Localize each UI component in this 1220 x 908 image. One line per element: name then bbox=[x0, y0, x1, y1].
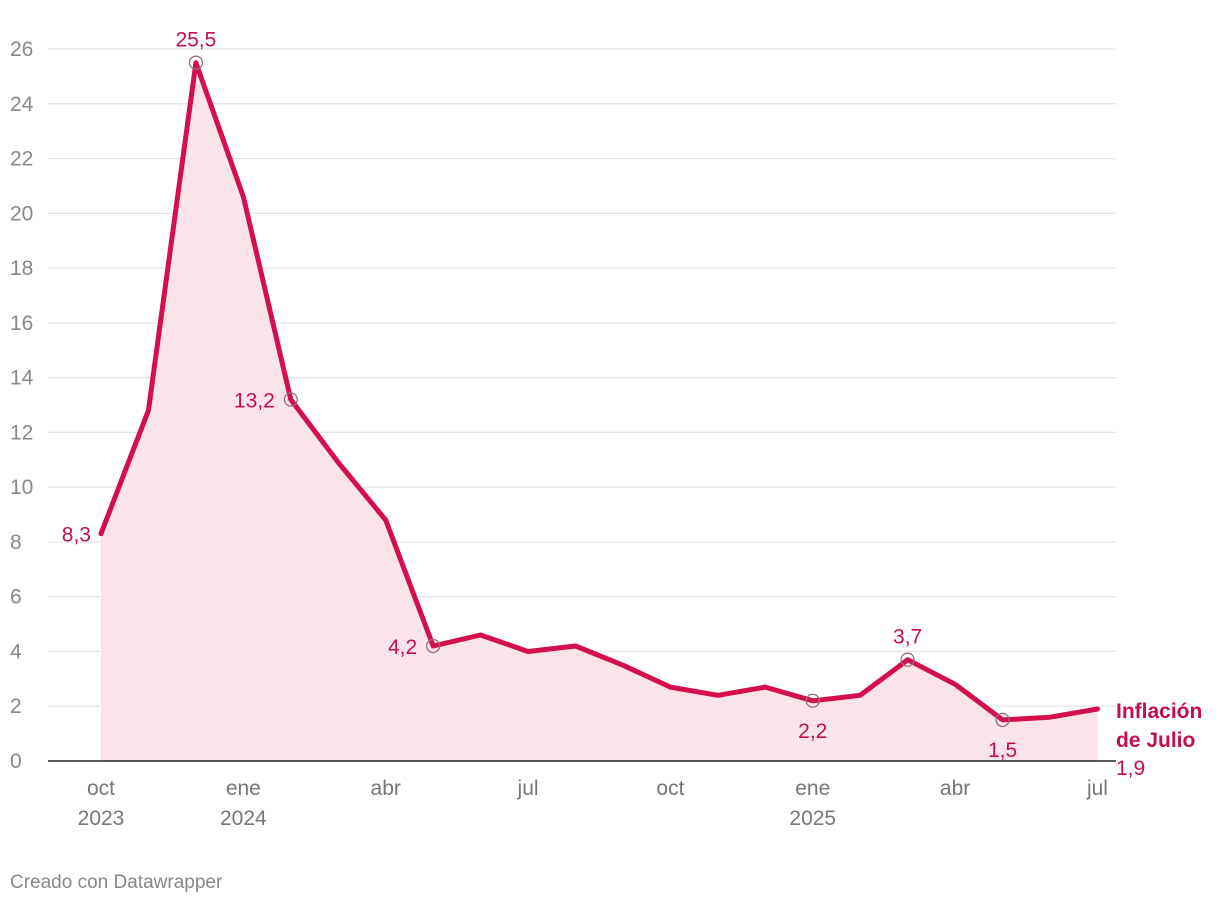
data-point-marker bbox=[900, 652, 915, 667]
data-label: 13,2 bbox=[234, 390, 275, 413]
x-tick-year: 2024 bbox=[220, 807, 267, 830]
data-point-marker bbox=[188, 55, 204, 70]
x-tick-year: 2025 bbox=[789, 807, 836, 830]
data-label: 25,5 bbox=[175, 29, 216, 52]
y-tick-label: 16 bbox=[10, 312, 33, 335]
y-tick-label: 0 bbox=[10, 750, 22, 773]
x-tick-year: 2023 bbox=[78, 807, 125, 830]
x-tick-label: oct bbox=[656, 777, 684, 800]
series-name-label: de Julio bbox=[1116, 729, 1195, 752]
data-label: 8,3 bbox=[62, 524, 91, 547]
x-tick-label: oct bbox=[87, 777, 115, 800]
data-point-marker bbox=[805, 693, 820, 708]
y-tick-label: 20 bbox=[10, 202, 33, 225]
data-label: 2,2 bbox=[798, 720, 827, 743]
data-label: 1,5 bbox=[988, 739, 1017, 762]
y-tick-label: 10 bbox=[10, 476, 33, 499]
y-tick-label: 6 bbox=[10, 586, 22, 609]
area-fill bbox=[101, 62, 1098, 761]
y-tick-label: 18 bbox=[10, 257, 33, 280]
area-layer bbox=[48, 62, 1116, 762]
series-line bbox=[98, 60, 1100, 723]
y-tick-label: 8 bbox=[10, 531, 22, 554]
data-point-marker bbox=[283, 392, 298, 407]
x-axis: oct 2023 ene 2024 abr jul oct ene 2025 abr jul bbox=[78, 777, 1108, 830]
y-tick-label: 22 bbox=[10, 148, 33, 171]
x-tick-label: ene bbox=[795, 777, 830, 800]
x-tick-label: ene bbox=[226, 777, 261, 800]
line-layer bbox=[98, 55, 1100, 728]
credit-text: Creado con Datawrapper bbox=[10, 872, 223, 893]
x-tick-label: abr bbox=[371, 777, 401, 800]
y-tick-label: 14 bbox=[10, 367, 34, 390]
data-point-marker bbox=[995, 712, 1010, 728]
series-name-label: Inflación bbox=[1116, 700, 1202, 723]
x-tick-label: abr bbox=[940, 777, 970, 800]
x-tick-label: jul bbox=[1086, 777, 1108, 800]
data-label: 4,2 bbox=[388, 636, 417, 659]
data-label: 3,7 bbox=[893, 626, 922, 649]
data-point-marker bbox=[425, 638, 441, 654]
y-tick-label: 24 bbox=[10, 93, 34, 116]
y-tick-label: 2 bbox=[10, 695, 22, 718]
y-tick-label: 26 bbox=[10, 38, 33, 61]
last-value-label: 1,9 bbox=[1116, 757, 1145, 780]
data-labels: 8,3 25,5 13,2 4,2 2,2 3,7 1,5 Inflación de Julio… bbox=[62, 29, 1203, 780]
y-tick-label: 4 bbox=[10, 640, 22, 663]
y-tick-label: 12 bbox=[10, 421, 33, 444]
x-tick-label: jul bbox=[517, 777, 539, 800]
